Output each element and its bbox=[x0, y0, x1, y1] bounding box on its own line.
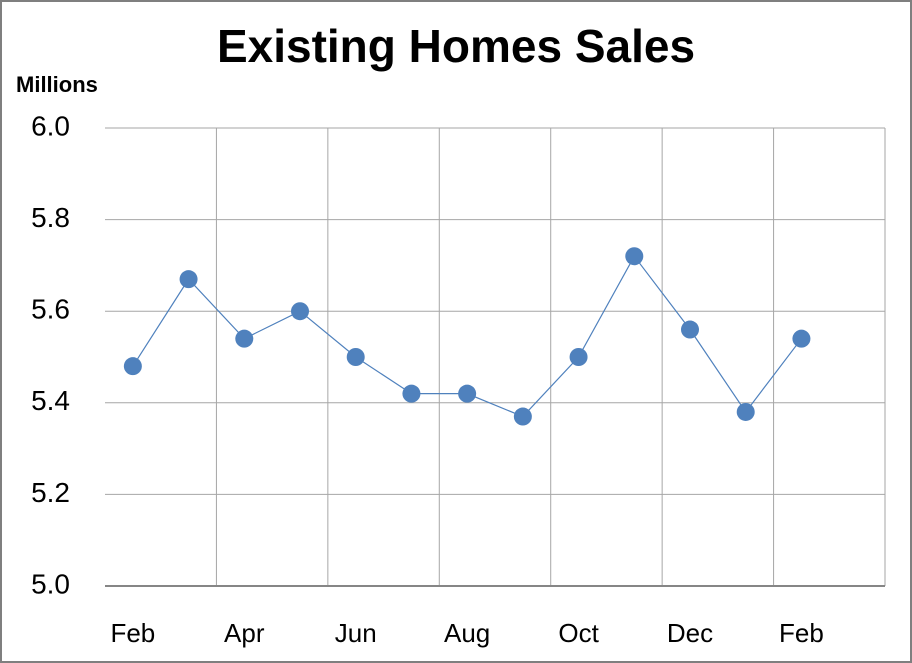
data-point bbox=[458, 384, 477, 403]
chart-title: Existing Homes Sales bbox=[217, 20, 695, 72]
data-point bbox=[179, 270, 198, 289]
data-point bbox=[736, 402, 755, 421]
y-tick-label: 5.6 bbox=[31, 294, 70, 325]
data-point bbox=[123, 357, 142, 376]
y-tick-label: 5.0 bbox=[31, 568, 70, 599]
x-tick-label: Feb bbox=[779, 618, 824, 648]
x-tick-label: Feb bbox=[110, 618, 155, 648]
x-tick-label: Dec bbox=[667, 618, 713, 648]
x-tick-label: Jun bbox=[335, 618, 377, 648]
data-point bbox=[792, 329, 811, 348]
data-point bbox=[235, 329, 254, 348]
x-tick-label: Aug bbox=[444, 618, 490, 648]
y-axis-label: Millions bbox=[16, 72, 98, 97]
x-tick-label: Apr bbox=[224, 618, 265, 648]
data-point bbox=[513, 407, 532, 426]
y-tick-label: 5.8 bbox=[31, 202, 70, 233]
x-tick-label: Oct bbox=[558, 618, 599, 648]
data-point bbox=[625, 247, 644, 266]
data-point bbox=[569, 348, 588, 366]
y-tick-label: 6.0 bbox=[31, 110, 70, 141]
y-tick-label: 5.4 bbox=[31, 385, 70, 416]
data-point bbox=[681, 320, 699, 339]
data-point bbox=[291, 302, 309, 321]
data-point bbox=[346, 348, 365, 366]
y-tick-label: 5.2 bbox=[31, 477, 70, 508]
data-point bbox=[402, 384, 421, 403]
